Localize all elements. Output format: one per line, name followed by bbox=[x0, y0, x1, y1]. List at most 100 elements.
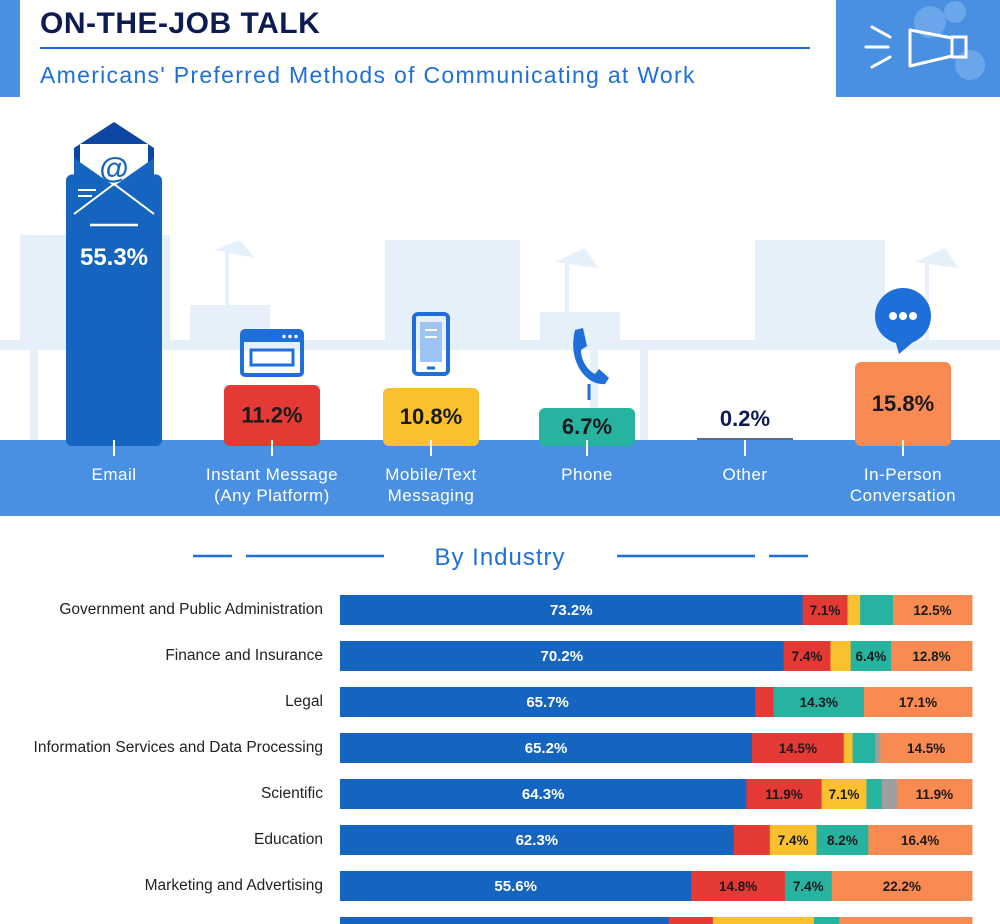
industry-label: Marketing and Advertising bbox=[145, 877, 323, 894]
industry-segment bbox=[843, 733, 854, 763]
segment-label: 17.1% bbox=[899, 695, 937, 710]
category-label: Email bbox=[91, 465, 136, 484]
industry-segment bbox=[769, 825, 818, 855]
industry-segment bbox=[866, 779, 883, 809]
telephone-handset-icon bbox=[573, 328, 609, 400]
segment-label: 65.2% bbox=[525, 740, 568, 757]
page-subtitle: Americans' Preferred Methods of Communic… bbox=[40, 62, 696, 88]
category-label: Instant Message bbox=[206, 465, 338, 484]
segment-label: 11.9% bbox=[916, 787, 954, 802]
industry-segment bbox=[868, 825, 973, 855]
segment-label: 7.4% bbox=[793, 879, 824, 894]
speech-bubble-icon bbox=[875, 288, 931, 354]
industry-label: Legal bbox=[285, 693, 323, 710]
segment-label: 6.4% bbox=[855, 649, 886, 664]
browser-window-icon bbox=[240, 329, 304, 377]
industry-segment bbox=[783, 641, 831, 671]
industry-segment bbox=[850, 641, 892, 671]
industry-label: Information Services and Data Processing bbox=[34, 739, 323, 756]
industry-segment bbox=[340, 917, 670, 924]
industry-segment bbox=[847, 595, 861, 625]
value-label: 11.2% bbox=[241, 403, 302, 428]
segment-label: 62.3% bbox=[516, 832, 559, 849]
category-label: Phone bbox=[561, 465, 613, 484]
bar-0 bbox=[66, 174, 162, 446]
industry-segment bbox=[340, 595, 804, 625]
segment-label: 7.4% bbox=[792, 649, 823, 664]
industry-segment bbox=[773, 687, 865, 717]
segment-label: 7.1% bbox=[810, 603, 841, 618]
segment-label: 22.2% bbox=[883, 879, 921, 894]
bar-2 bbox=[383, 388, 479, 446]
industry-segment bbox=[340, 871, 692, 901]
industry-segment bbox=[340, 687, 756, 717]
bar-3 bbox=[539, 408, 635, 446]
industry-segment bbox=[784, 871, 833, 901]
industry-segment bbox=[712, 917, 815, 924]
envelope-at-icon: @ bbox=[73, 122, 155, 215]
bar-other bbox=[697, 438, 793, 440]
industry-segment bbox=[860, 595, 894, 625]
segment-label: 14.8% bbox=[719, 879, 757, 894]
industry-segment bbox=[691, 871, 786, 901]
industry-segment bbox=[896, 779, 973, 809]
segment-label: 14.5% bbox=[779, 741, 817, 756]
industry-segment bbox=[340, 825, 735, 855]
svg-text:@: @ bbox=[99, 152, 128, 185]
category-band bbox=[0, 440, 1000, 516]
value-label: 55.3% bbox=[80, 244, 148, 271]
value-label: 15.8% bbox=[872, 391, 934, 416]
section-title: By Industry bbox=[434, 544, 565, 571]
industry-segment bbox=[852, 733, 876, 763]
industry-segment bbox=[746, 779, 823, 809]
category-label: Other bbox=[722, 465, 767, 484]
industry-segment bbox=[755, 687, 775, 717]
segment-label: 70.2% bbox=[541, 648, 584, 665]
industry-segment bbox=[863, 687, 973, 717]
segment-label: 12.5% bbox=[913, 603, 951, 618]
segment-label: 7.1% bbox=[829, 787, 860, 802]
industry-label: Education bbox=[254, 831, 323, 848]
industry-segment bbox=[733, 825, 771, 855]
segment-label: 8.2% bbox=[827, 833, 858, 848]
industry-segment bbox=[340, 733, 753, 763]
segment-label: 55.6% bbox=[494, 878, 537, 895]
value-label: 6.7% bbox=[562, 414, 612, 439]
segment-label: 14.5% bbox=[907, 741, 945, 756]
bar-1 bbox=[224, 385, 320, 446]
category-label: Mobile/Text bbox=[385, 465, 476, 484]
industry-segment bbox=[821, 779, 867, 809]
value-label: 10.8% bbox=[400, 404, 462, 429]
page-title: ON-THE-JOB TALK bbox=[40, 7, 320, 40]
industry-segment bbox=[830, 641, 852, 671]
industry-segment bbox=[668, 917, 714, 924]
industry-label: Scientific bbox=[261, 785, 323, 802]
segment-label: 16.4% bbox=[901, 833, 939, 848]
industry-segment bbox=[881, 779, 898, 809]
industry-segment bbox=[752, 733, 845, 763]
segment-label: 65.7% bbox=[526, 694, 569, 711]
industry-segment bbox=[814, 917, 840, 924]
method-chart: 55.3% @ Email 11.2% Instant Message (Any Plat… bbox=[66, 122, 956, 505]
bar-5 bbox=[855, 362, 951, 446]
segment-label: 11.9% bbox=[765, 787, 803, 802]
industry-label: Finance and Insurance bbox=[165, 647, 323, 664]
segment-label: 14.3% bbox=[800, 695, 838, 710]
industry-label: Government and Public Administration bbox=[59, 601, 323, 618]
industry-segment bbox=[340, 779, 747, 809]
category-label: In-Person bbox=[864, 465, 942, 484]
industry-segment bbox=[880, 733, 973, 763]
industry-segment bbox=[893, 595, 973, 625]
header-accent-bar bbox=[0, 0, 20, 97]
mobile-phone-icon bbox=[412, 312, 450, 376]
industry-segment bbox=[802, 595, 848, 625]
industry-segment bbox=[891, 641, 973, 671]
category-label: Messaging bbox=[388, 486, 475, 505]
industry-segment bbox=[340, 641, 785, 671]
industry-chart: Government and Public Administration 73.2… bbox=[34, 595, 973, 924]
industry-segment bbox=[831, 871, 973, 901]
segment-label: 12.8% bbox=[912, 649, 950, 664]
segment-label: 7.4% bbox=[778, 833, 809, 848]
segment-label: 73.2% bbox=[550, 602, 593, 619]
